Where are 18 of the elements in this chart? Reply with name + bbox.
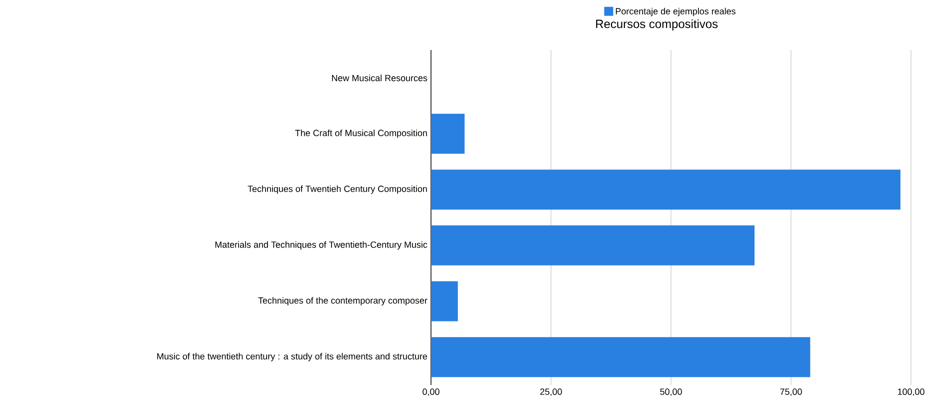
y-tick-label: Techniques of Twentieh Century Composition bbox=[248, 185, 427, 194]
bar bbox=[431, 114, 465, 154]
x-tick-label: 25,00 bbox=[540, 388, 562, 396]
bar bbox=[431, 281, 458, 322]
legend-label: Porcentaje de ejemplos reales bbox=[616, 8, 736, 16]
bar bbox=[431, 225, 755, 266]
y-tick-label: Materials and Techniques of Twentieth-Century Music bbox=[215, 241, 428, 250]
chart-title: Recursos compositivos bbox=[596, 19, 718, 31]
y-tick-label: The Craft of Musical Composition bbox=[295, 130, 427, 138]
y-tick-label: New Musical Resources bbox=[332, 74, 428, 82]
y-tick-label: Techniques of the contemporary composer bbox=[258, 297, 428, 306]
bar bbox=[431, 337, 810, 378]
x-tick-label: 0,00 bbox=[422, 388, 440, 396]
y-tick-label: Music of the twentieth century : a study of its elements and structure bbox=[157, 352, 428, 362]
x-tick-label: 75,00 bbox=[780, 388, 802, 396]
x-tick-label: 100,00 bbox=[898, 388, 924, 396]
bar bbox=[431, 170, 900, 210]
x-tick-label: 50,00 bbox=[660, 388, 682, 396]
